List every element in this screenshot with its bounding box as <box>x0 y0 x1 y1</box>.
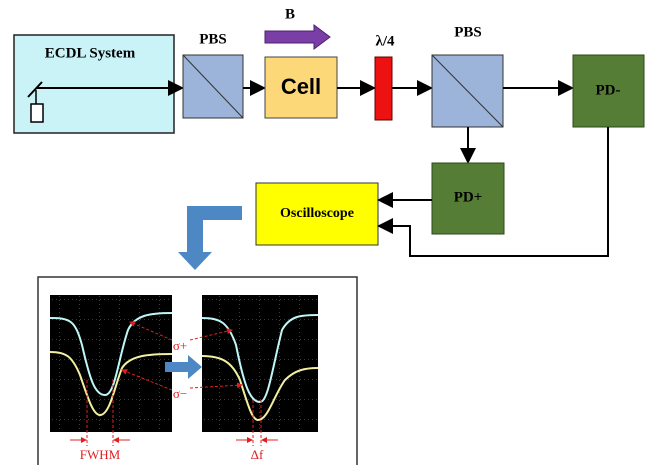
waveplate-label: λ/4 <box>375 33 395 49</box>
sigma-minus-label: σ− <box>173 386 187 401</box>
pd-plus-label: PD+ <box>454 189 483 205</box>
flow-arrow <box>178 206 242 270</box>
fwhm-label: FWHM <box>80 447 121 462</box>
scope-grid <box>50 295 172 432</box>
oscilloscope-label: Oscilloscope <box>280 206 354 221</box>
laser <box>31 104 43 122</box>
field-label: B <box>285 6 295 22</box>
ecdl-label: ECDL System <box>45 45 136 61</box>
cell-label: Cell <box>281 74 321 99</box>
pbs1-label: PBS <box>199 31 227 47</box>
waveplate <box>375 57 392 120</box>
pbs2-label: PBS <box>454 24 482 40</box>
diagram: ECDL System PBS B Cell λ/4 PBS PD- PD+ O… <box>0 0 645 465</box>
field-arrow <box>265 25 330 49</box>
pd-minus-label: PD- <box>596 82 621 98</box>
sigma-plus-label: σ+ <box>173 338 187 353</box>
delta-f-label: Δf <box>251 447 264 462</box>
